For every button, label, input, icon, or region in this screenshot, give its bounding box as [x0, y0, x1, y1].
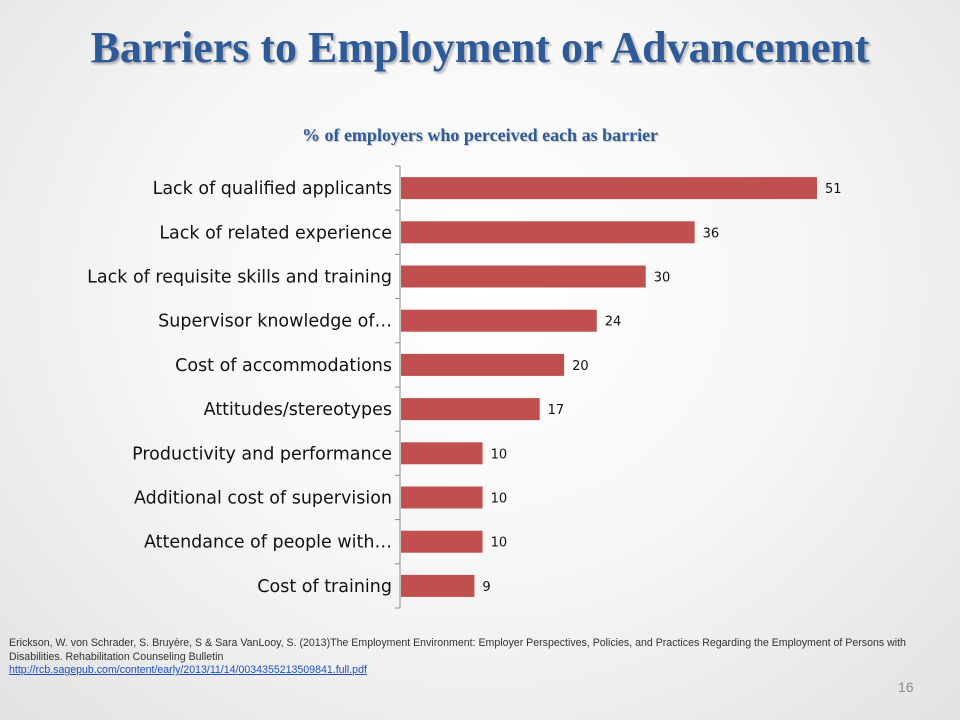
citation-link[interactable]: http://rcb.sagepub.com/content/early/201… [9, 664, 367, 676]
bar [401, 309, 597, 332]
category-label: Lack of requisite skills and training [87, 268, 392, 288]
data-label: 10 [491, 492, 508, 507]
bar [401, 177, 817, 200]
category-label: Cost of accommodations [175, 356, 392, 376]
category-label: Additional cost of supervision [134, 489, 392, 509]
page-number: 16 [898, 679, 914, 695]
bar [401, 221, 695, 244]
category-label: Supervisor knowledge of… [158, 312, 392, 332]
bar [401, 486, 483, 509]
category-label: Lack of related experience [159, 223, 392, 243]
bar [401, 353, 565, 376]
chart-title: % of employers who perceived each as bar… [301, 125, 659, 145]
citation-text: Erickson, W. von Schrader, S. Bruyère, S… [9, 637, 906, 663]
data-label: 36 [703, 226, 720, 241]
category-label: Cost of training [257, 577, 392, 597]
data-label: 9 [482, 580, 490, 595]
data-label: 10 [491, 536, 508, 551]
bar [401, 442, 483, 465]
category-label: Lack of qualified applicants [153, 179, 392, 199]
data-label: 24 [605, 315, 622, 330]
category-label: Attendance of people with… [144, 533, 392, 553]
slide-title: Barriers to Employment or Advancement [90, 23, 870, 72]
bar [401, 574, 475, 597]
data-label: 51 [825, 182, 842, 197]
category-label: Attitudes/stereotypes [204, 400, 392, 420]
bar [401, 265, 646, 288]
category-label: Productivity and performance [132, 444, 392, 464]
data-label: 30 [654, 271, 671, 286]
bar [401, 530, 483, 553]
citation: Erickson, W. von Schrader, S. Bruyère, S… [9, 637, 953, 678]
data-label: 17 [548, 403, 565, 418]
data-label: 20 [572, 359, 589, 374]
data-label: 10 [491, 447, 508, 462]
bar [401, 398, 540, 421]
